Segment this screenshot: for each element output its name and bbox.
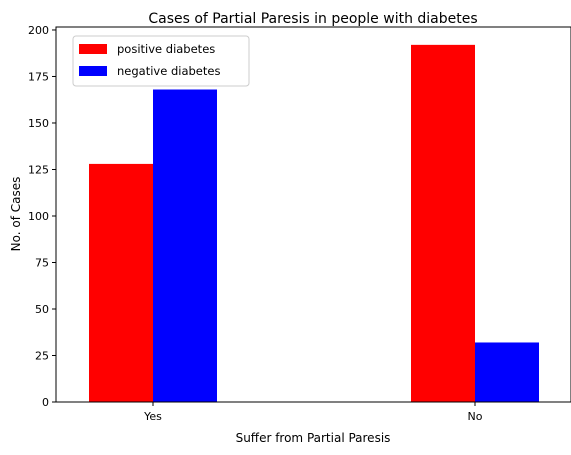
y-axis-label: No. of Cases	[9, 177, 23, 252]
legend-label: positive diabetes	[117, 42, 215, 56]
y-tick-label: 75	[35, 256, 49, 269]
legend-label: negative diabetes	[117, 64, 220, 78]
bar-negative-diabetes-yes	[153, 89, 217, 402]
chart-title: Cases of Partial Paresis in people with …	[148, 11, 477, 27]
y-tick-label: 150	[28, 117, 49, 130]
legend-box	[72, 35, 250, 87]
bar-positive-diabetes-yes	[89, 163, 153, 402]
bars-group	[89, 44, 539, 402]
legend-swatch	[79, 44, 107, 54]
y-tick-label: 175	[28, 70, 49, 83]
y-tick-label: 125	[28, 163, 49, 176]
x-axis-ticks: Yes No	[143, 402, 483, 423]
legend-swatch	[79, 66, 107, 76]
bar-positive-diabetes-no	[411, 44, 475, 402]
x-tick-label: No	[468, 410, 483, 423]
legend: positive diabetes negative diabetes	[72, 35, 250, 87]
x-axis-label: Suffer from Partial Paresis	[236, 431, 391, 445]
y-tick-label: 50	[35, 303, 49, 316]
y-tick-label: 200	[28, 24, 49, 37]
y-tick-label: 25	[35, 349, 49, 362]
y-axis-ticks: 0 25 50 75 100 125 150 175 200	[28, 24, 56, 409]
y-tick-label: 100	[28, 210, 49, 223]
bar-negative-diabetes-no	[475, 342, 539, 402]
y-tick-label: 0	[42, 396, 49, 409]
x-tick-label: Yes	[143, 410, 162, 423]
plot-frame	[55, 26, 571, 403]
